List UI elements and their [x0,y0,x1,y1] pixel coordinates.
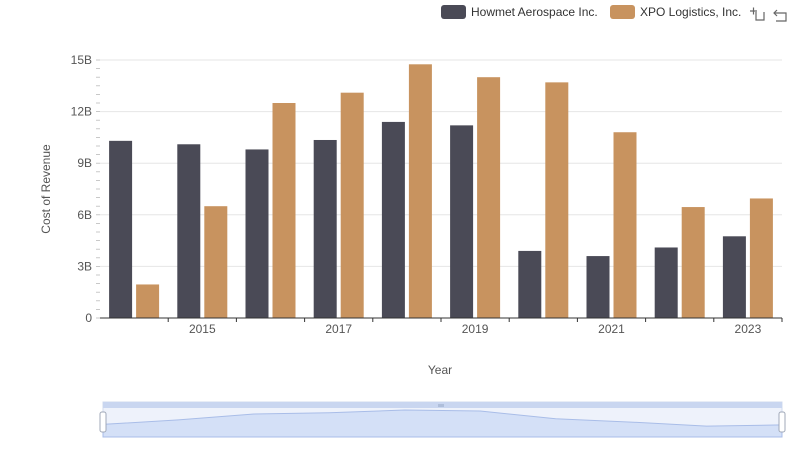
y-tick-label: 9B [77,156,92,170]
legend-label-howmet: Howmet Aerospace Inc. [471,5,598,19]
restore-icon[interactable] [773,9,787,22]
slider-grip-icon[interactable] [438,404,444,407]
bar-xpo-2021[interactable] [613,132,637,318]
bar-howmet-2014[interactable] [109,140,133,318]
bar-xpo-2023[interactable] [749,198,773,318]
bar-xpo-2020[interactable] [545,82,569,318]
x-tick-label: 2019 [462,322,489,336]
bar-xpo-2018[interactable] [408,64,432,318]
y-tick-label: 6B [77,208,92,222]
bar-howmet-2023[interactable] [722,236,746,318]
bar-howmet-2016[interactable] [245,149,269,318]
legend-item-howmet[interactable]: Howmet Aerospace Inc. [441,5,598,19]
bars [109,64,773,319]
zoom-box-icon[interactable] [750,7,765,21]
slider-top-bar[interactable] [103,402,782,408]
bar-xpo-2017[interactable] [340,92,364,319]
bar-xpo-2019[interactable] [477,77,501,318]
legend-swatch-howmet [441,5,466,19]
legend-swatch-xpo [610,5,635,19]
x-axis: 2015 2017 2019 2021 2023 [100,317,783,336]
bar-xpo-2015[interactable] [204,206,228,318]
legend-label-xpo: XPO Logistics, Inc. [640,5,741,19]
y-tick-label: 3B [77,259,92,273]
bar-howmet-2018[interactable] [381,121,405,318]
x-tick-label: 2015 [189,322,216,336]
y-axis: 0 3B 6B 9B 12B 15B [71,53,100,325]
slider-handle-left[interactable] [99,411,107,433]
y-axis-title: Cost of Revenue [39,144,53,234]
bar-howmet-2022[interactable] [654,247,678,318]
x-tick-label: 2023 [735,322,762,336]
x-tick-label: 2017 [325,322,352,336]
bar-xpo-2016[interactable] [272,103,296,318]
y-tick-label: 12B [71,105,92,119]
bar-xpo-2014[interactable] [136,284,160,318]
legend-item-xpo[interactable]: XPO Logistics, Inc. [610,5,741,19]
grid-lines [100,59,782,319]
y-tick-label: 15B [71,53,92,67]
bar-howmet-2017[interactable] [313,139,337,318]
x-axis-title: Year [428,363,452,377]
data-zoom-slider[interactable] [99,401,786,438]
x-tick-label: 2021 [598,322,625,336]
bar-howmet-2015[interactable] [177,144,201,318]
bar-howmet-2021[interactable] [586,256,610,318]
bar-howmet-2020[interactable] [518,250,542,318]
bar-xpo-2022[interactable] [681,207,705,318]
y-tick-label: 0 [85,311,92,325]
slider-handle-right[interactable] [778,411,786,433]
bar-howmet-2019[interactable] [450,125,474,318]
legend: Howmet Aerospace Inc. XPO Logistics, Inc… [441,5,741,19]
